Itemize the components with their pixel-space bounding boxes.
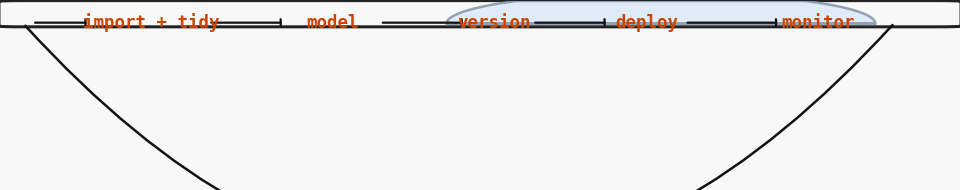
Text: model: model xyxy=(306,14,359,32)
Text: version: version xyxy=(458,14,531,32)
Text: deploy: deploy xyxy=(615,14,678,32)
FancyArrowPatch shape xyxy=(25,25,893,190)
FancyBboxPatch shape xyxy=(0,1,960,27)
Polygon shape xyxy=(446,1,876,24)
Text: monitor: monitor xyxy=(781,14,855,32)
Text: import + tidy: import + tidy xyxy=(84,13,220,32)
